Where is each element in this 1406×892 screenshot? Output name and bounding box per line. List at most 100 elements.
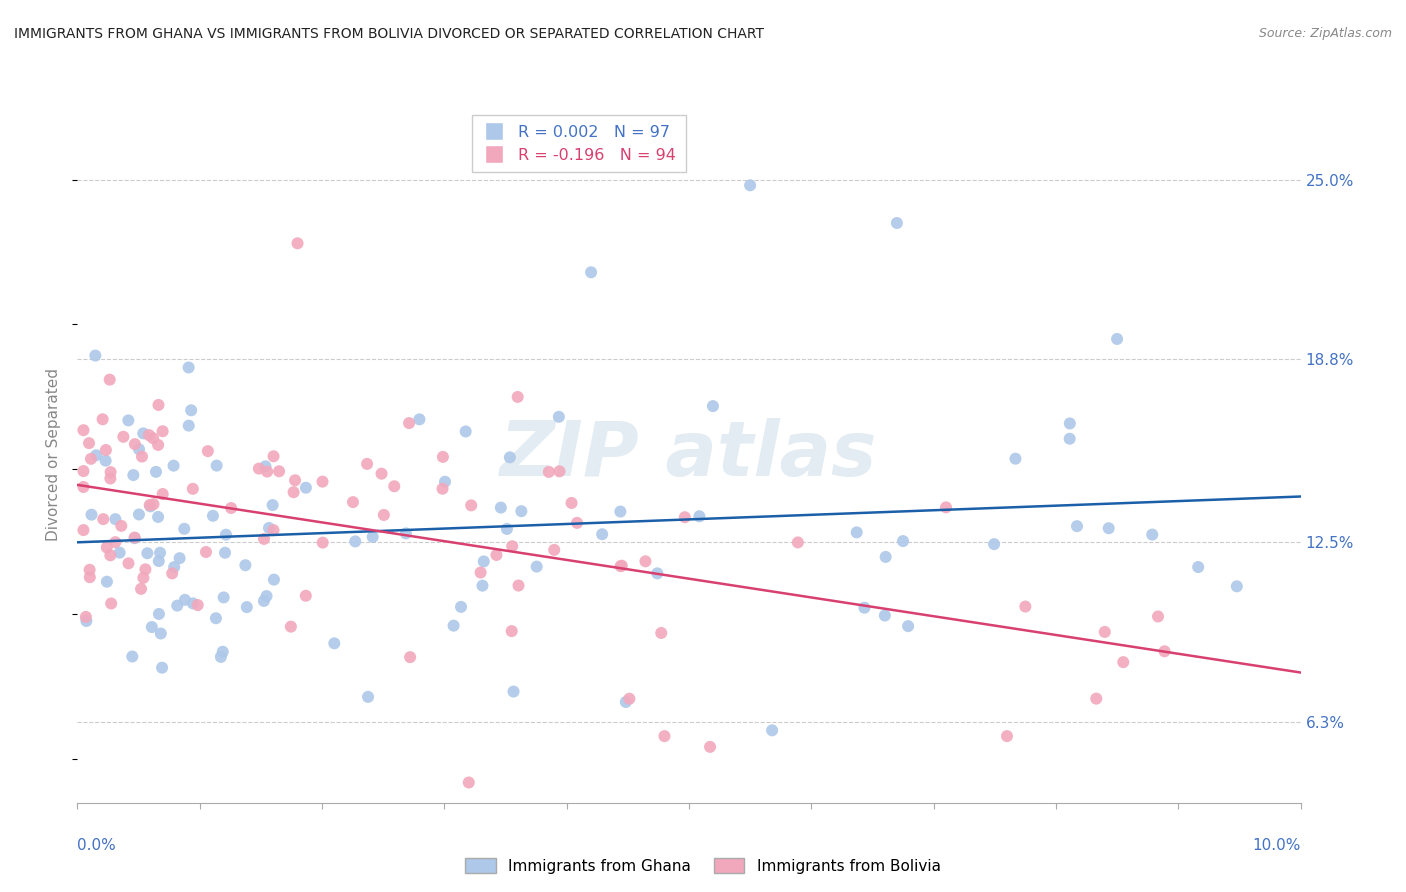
Point — [537, 465, 560, 479]
Point — [180, 403, 202, 417]
Point — [256, 589, 278, 603]
Point — [283, 485, 305, 500]
Point — [72, 480, 94, 494]
Point — [72, 464, 94, 478]
Point — [312, 535, 335, 549]
Point — [181, 596, 204, 610]
Point — [187, 598, 209, 612]
Point — [131, 450, 153, 464]
Point — [121, 649, 143, 664]
Point — [94, 453, 117, 467]
Point — [235, 558, 257, 573]
Point — [205, 458, 228, 473]
Point — [1085, 691, 1108, 706]
Point — [257, 521, 280, 535]
Point — [433, 475, 456, 489]
Point — [470, 566, 492, 580]
Point — [654, 729, 676, 743]
Point — [219, 501, 242, 516]
Point — [548, 464, 571, 478]
Point — [875, 549, 897, 564]
Point — [146, 510, 169, 524]
Point — [1187, 560, 1209, 574]
Point — [398, 416, 420, 430]
Point — [96, 541, 118, 555]
Point — [142, 497, 165, 511]
Point — [263, 573, 285, 587]
Legend: Immigrants from Ghana, Immigrants from Bolivia: Immigrants from Ghana, Immigrants from B… — [460, 852, 946, 880]
Point — [104, 512, 127, 526]
Point — [169, 551, 191, 566]
Point — [79, 563, 101, 577]
Point — [79, 570, 101, 584]
Point — [134, 562, 156, 576]
Point — [195, 545, 218, 559]
Point — [1059, 432, 1081, 446]
Point — [254, 459, 277, 474]
Point — [174, 592, 197, 607]
Point — [77, 436, 100, 450]
Text: 10.0%: 10.0% — [1253, 838, 1301, 853]
Point — [295, 481, 318, 495]
Point — [91, 412, 114, 426]
Point — [1147, 609, 1170, 624]
Point — [253, 532, 276, 546]
Point — [561, 496, 583, 510]
Point — [91, 512, 114, 526]
Point — [145, 465, 167, 479]
Point — [117, 557, 139, 571]
Point — [177, 360, 200, 375]
Point — [100, 597, 122, 611]
Point — [357, 690, 380, 704]
Point — [98, 373, 121, 387]
Point — [873, 608, 896, 623]
Point — [673, 510, 696, 524]
Point — [609, 504, 631, 518]
Point — [565, 516, 588, 530]
Text: Source: ZipAtlas.com: Source: ZipAtlas.com — [1258, 27, 1392, 40]
Point — [995, 729, 1018, 743]
Point — [460, 499, 482, 513]
Point — [98, 471, 121, 485]
Point — [142, 431, 165, 445]
Point — [124, 531, 146, 545]
Point — [132, 571, 155, 585]
Point — [1059, 417, 1081, 431]
Point — [650, 626, 672, 640]
Point — [124, 437, 146, 451]
Point — [149, 546, 172, 560]
Point — [263, 450, 285, 464]
Point — [205, 611, 228, 625]
Point — [211, 645, 233, 659]
Point — [124, 531, 146, 545]
Point — [526, 559, 548, 574]
Point — [508, 578, 530, 592]
Point — [579, 265, 602, 279]
Point — [399, 650, 422, 665]
Legend: R = 0.002   N = 97, R = -0.196   N = 94: R = 0.002 N = 97, R = -0.196 N = 94 — [472, 115, 686, 172]
Point — [761, 723, 783, 738]
Point — [166, 599, 188, 613]
Point — [489, 500, 512, 515]
Point — [177, 418, 200, 433]
Point — [96, 574, 118, 589]
Point — [699, 739, 721, 754]
Point — [215, 527, 238, 541]
Point — [543, 542, 565, 557]
Point — [356, 457, 378, 471]
Point — [614, 695, 637, 709]
Text: IMMIGRANTS FROM GHANA VS IMMIGRANTS FROM BOLIVIA DIVORCED OR SEPARATED CORRELATI: IMMIGRANTS FROM GHANA VS IMMIGRANTS FROM… — [14, 27, 763, 41]
Point — [181, 482, 204, 496]
Point — [72, 423, 94, 437]
Point — [609, 559, 631, 574]
Point — [1004, 451, 1026, 466]
Point — [897, 619, 920, 633]
Point — [163, 560, 186, 574]
Point — [149, 626, 172, 640]
Point — [128, 508, 150, 522]
Point — [197, 444, 219, 458]
Point — [740, 178, 762, 193]
Point — [173, 522, 195, 536]
Point — [1112, 655, 1135, 669]
Point — [323, 636, 346, 650]
